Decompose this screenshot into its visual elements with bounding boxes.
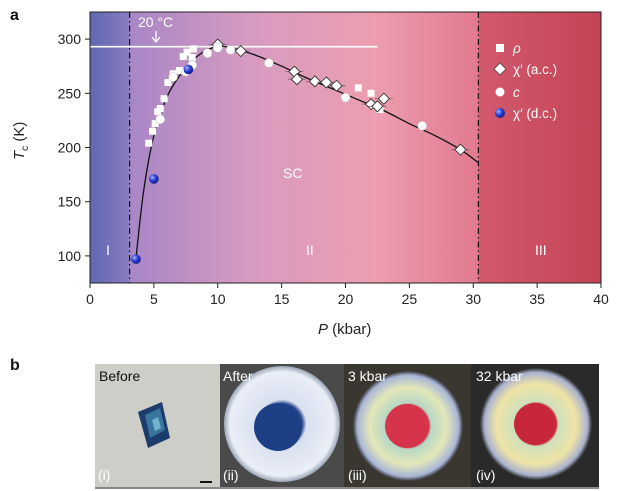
- point-diamond-3: [290, 73, 304, 86]
- photo-index-i: (i): [98, 467, 110, 483]
- photo-title-before: Before: [99, 368, 140, 384]
- point-square-9: [179, 52, 187, 60]
- region-II-band: [129, 12, 479, 283]
- sc-label: SC: [283, 165, 302, 181]
- point-square-5: [160, 95, 168, 103]
- point-diamond-1: [234, 44, 247, 58]
- point-diamond-9: [377, 92, 390, 105]
- phase-boundaries: [129, 12, 479, 283]
- point-circle-5: [213, 43, 223, 53]
- point-circle-4: [202, 48, 213, 58]
- point-blue-circle-1: [149, 174, 159, 184]
- point-circle-6: [225, 45, 236, 55]
- region-II-label: II: [306, 242, 314, 258]
- x-tick-label-3: 15: [274, 291, 290, 307]
- annotation-20C: 20 °C: [138, 14, 173, 30]
- point-circle-8: [340, 92, 351, 103]
- point-blue-circle-0: [131, 254, 141, 264]
- x-tick-label-8: 40: [593, 291, 609, 307]
- point-square-11: [188, 54, 196, 62]
- photo-index-iv: (iv): [476, 467, 495, 483]
- legend-diamond-marker: [493, 62, 507, 76]
- x-tick-label-4: 20: [338, 291, 354, 307]
- panel-b-letter: b: [10, 357, 20, 374]
- legend-blue-marker: [495, 108, 505, 118]
- point-square-4: [156, 104, 164, 112]
- x-tick-label-7: 35: [529, 291, 545, 307]
- x-tick-label-0: 0: [86, 291, 94, 307]
- photo-title-32kbar: 32 kbar: [476, 368, 523, 384]
- photo-title-after: After: [223, 368, 253, 384]
- x-tick-label-6: 30: [465, 291, 481, 307]
- x-tick-label-5: 25: [402, 291, 418, 307]
- y-axis-label: Tc (K): [11, 122, 31, 160]
- region-I-label: I: [106, 242, 110, 258]
- point-diamond-8: [371, 100, 384, 113]
- x-tick-label-2: 10: [210, 291, 226, 307]
- point-square-0: [145, 139, 153, 147]
- point-square-1: [149, 127, 157, 135]
- legend-circle-marker: [495, 87, 505, 97]
- y-tick-label-2: 200: [58, 140, 82, 156]
- legend-label-chi-dc: χ′ (d.c.): [513, 106, 557, 121]
- point-square-12: [189, 45, 197, 53]
- data-points: [131, 38, 470, 264]
- y-tick-label-3: 250: [58, 85, 82, 101]
- point-circle-0: [155, 114, 166, 125]
- y-tick-label-1: 150: [58, 194, 82, 210]
- legend-label-rho: ρ: [512, 41, 521, 56]
- point-square-2: [151, 120, 159, 128]
- photo-before: Before (i): [95, 364, 220, 487]
- point-square-6: [164, 78, 172, 86]
- photo-title-3kbar: 3 kbar: [348, 368, 387, 384]
- point-diamond-6: [330, 79, 343, 92]
- point-circle-1: [168, 72, 178, 82]
- point-diamond-10: [454, 143, 467, 156]
- legend-square-marker: [496, 44, 504, 52]
- y-tick-label-0: 100: [58, 248, 82, 264]
- panel-a-letter: a: [10, 7, 19, 24]
- plot-background: [90, 12, 601, 283]
- annotation-arrow-icon: [151, 31, 161, 44]
- point-square-8: [175, 67, 183, 75]
- legend-label-c: c: [513, 85, 520, 100]
- sample-red-core-32: [514, 403, 556, 445]
- point-square-13: [354, 84, 362, 92]
- photo-3kbar: 3 kbar (iii): [344, 364, 471, 487]
- region-III-band: [478, 12, 601, 283]
- photo-after: After (ii): [220, 364, 344, 487]
- photo-index-ii: (ii): [223, 467, 239, 483]
- sample-dark-core: [254, 403, 302, 451]
- legend-label-chi-ac: χ′ (a.c.): [513, 62, 557, 77]
- x-tick-label-1: 5: [150, 291, 158, 307]
- region-I-band: [90, 12, 130, 283]
- photo-32kbar: 32 kbar (iv): [471, 364, 599, 487]
- point-circle-9: [417, 121, 427, 131]
- photo-index-iii: (iii): [348, 467, 367, 483]
- point-square-14: [367, 89, 375, 97]
- point-circle-7: [264, 58, 274, 68]
- point-diamond-4: [308, 75, 321, 88]
- x-axis-ticks: 0 5 10 15 20 25 30 35 40: [86, 283, 609, 307]
- x-axis-label: P (kbar): [318, 321, 371, 338]
- region-III-label: III: [535, 242, 547, 258]
- point-square-10: [183, 48, 191, 56]
- y-axis-ticks: 100 150 200 250 300: [58, 31, 90, 264]
- sample-red-core: [385, 404, 429, 448]
- point-blue-circle-2: [183, 64, 194, 75]
- point-diamond-5: [320, 76, 333, 89]
- legend: ρ χ′ (a.c.) c χ′ (d.c.): [493, 41, 557, 121]
- y-tick-label-4: 300: [58, 31, 82, 47]
